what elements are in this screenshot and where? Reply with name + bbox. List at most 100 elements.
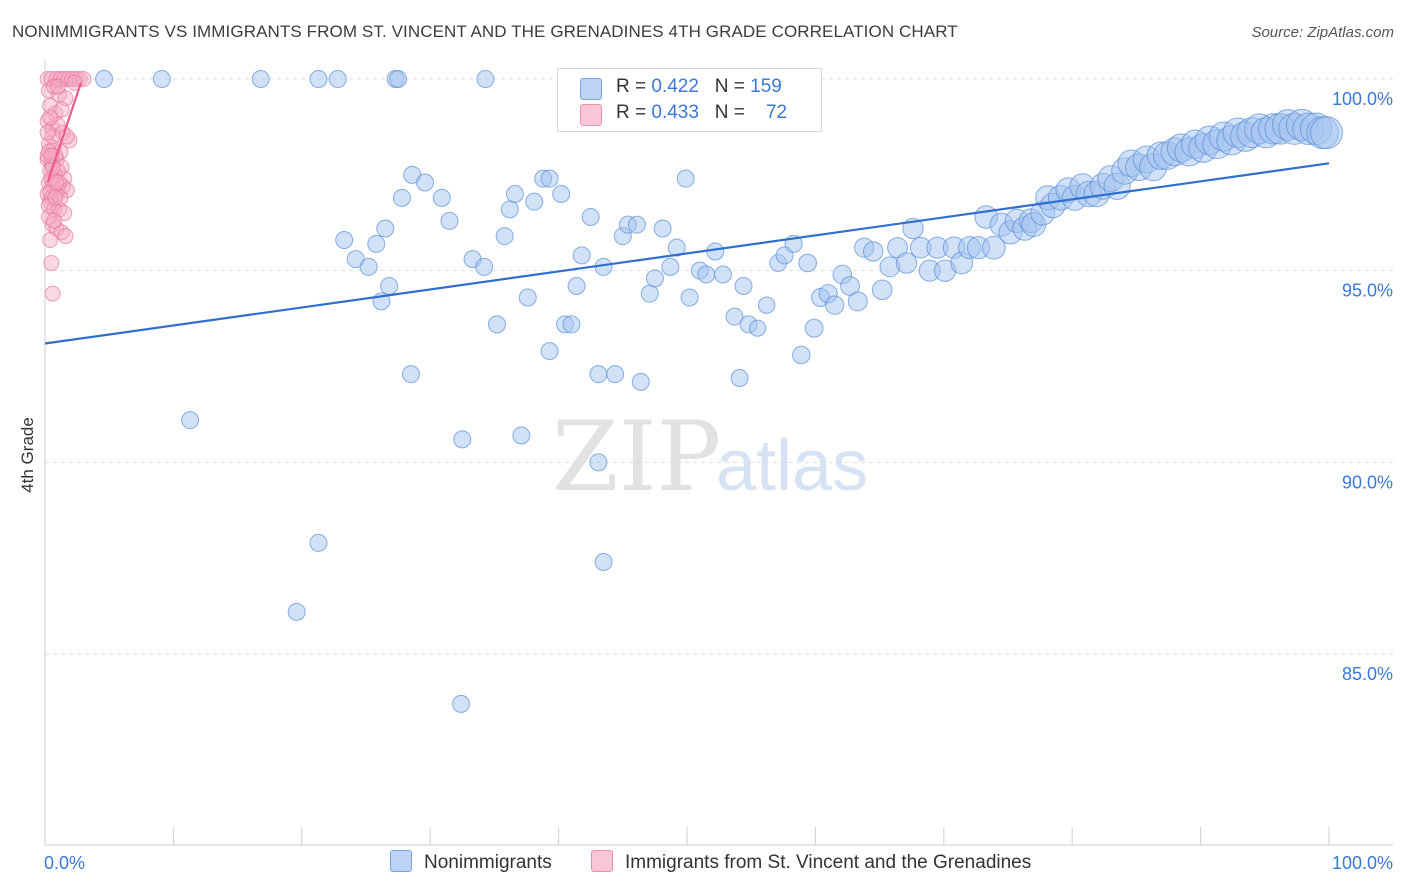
nonimmigrant-point bbox=[606, 365, 625, 384]
nonimmigrant-point bbox=[380, 277, 399, 295]
immigrant-point bbox=[45, 78, 62, 95]
trend-lines bbox=[44, 82, 1330, 345]
legend-swatch-blue bbox=[580, 78, 602, 100]
nonimmigrant-point bbox=[749, 319, 767, 337]
series-name: Immigrants from St. Vincent and the Gren… bbox=[625, 852, 1032, 873]
watermark-atlas: atlas bbox=[716, 426, 868, 506]
nonimmigrant-point bbox=[798, 253, 817, 273]
watermark-zip: ZIP bbox=[552, 401, 721, 513]
nonimmigrant-point bbox=[487, 315, 506, 334]
nonimmigrant-point bbox=[512, 426, 531, 445]
tick-labels: 100.0% 95.0% 90.0% 85.0% 0.0% 100.0% bbox=[44, 89, 1393, 873]
nonimmigrant-point bbox=[627, 215, 646, 234]
immigrant-point bbox=[57, 228, 74, 245]
nonimmigrant-point bbox=[725, 307, 744, 326]
immigrant-point bbox=[75, 71, 92, 87]
legend-swatch-pink bbox=[580, 104, 602, 126]
nonimmigrant-point bbox=[359, 257, 378, 276]
immigrant-point bbox=[42, 109, 59, 126]
axes bbox=[44, 60, 1393, 846]
nonimmigrant-point bbox=[475, 257, 494, 276]
nonimmigrant-point bbox=[452, 694, 471, 713]
chart-title: NONIMMIGRANTS VS IMMIGRANTS FROM ST. VIN… bbox=[12, 22, 958, 41]
immigrant-point bbox=[45, 212, 62, 229]
x-tick-label: 100.0% bbox=[1332, 853, 1393, 873]
n-label: N = bbox=[714, 76, 751, 97]
nonimmigrant-point bbox=[540, 342, 559, 361]
nonimmigrant-point bbox=[453, 430, 472, 449]
nonimmigrant-point bbox=[95, 70, 114, 88]
watermark: ZIP atlas bbox=[552, 401, 868, 513]
nonimmigrant-point bbox=[697, 265, 716, 284]
nonimmigrant-point bbox=[309, 70, 328, 88]
nonimmigrant-point bbox=[287, 602, 306, 621]
source-credit: Source: ZipAtlas.com bbox=[1251, 24, 1394, 41]
immigrants-points bbox=[39, 71, 92, 302]
nonimmigrant-point bbox=[680, 288, 699, 307]
nonimmigrant-point bbox=[476, 70, 495, 88]
immigrant-point bbox=[47, 189, 64, 206]
nonimmigrant-point bbox=[416, 173, 435, 192]
nonimmigrant-point bbox=[432, 188, 451, 207]
nonimmigrant-point bbox=[367, 234, 386, 253]
nonimmigrant-point bbox=[824, 295, 845, 315]
r-value: 0.422 bbox=[651, 76, 699, 97]
nonimmigrant-point bbox=[572, 246, 591, 265]
nonimmigrant-point bbox=[847, 291, 868, 312]
legend-text: R = 0.422 N = 159 bbox=[616, 76, 782, 98]
n-value: 72 bbox=[765, 102, 788, 123]
immigrant-point bbox=[52, 189, 69, 206]
series-legend-nonimmigrants: Nonimmigrants bbox=[390, 850, 552, 874]
nonimmigrant-point bbox=[152, 70, 171, 88]
nonimmigrant-point bbox=[661, 257, 680, 276]
legend-text: R = 0.433 N = 72 bbox=[616, 102, 787, 124]
nonimmigrant-point bbox=[757, 296, 776, 314]
y-tick-label: 90.0% bbox=[1342, 472, 1393, 492]
nonimmigrant-point bbox=[706, 242, 725, 261]
nonimmigrant-point bbox=[667, 238, 686, 257]
r-label: R = bbox=[616, 102, 652, 123]
nonimmigrant-point bbox=[589, 453, 608, 472]
y-axis-label: 4th Grade bbox=[18, 417, 37, 493]
nonimmigrant-point bbox=[392, 188, 411, 207]
y-tick-label: 100.0% bbox=[1332, 89, 1393, 109]
nonimmigrant-point bbox=[981, 235, 1006, 260]
nonimmigrants-points bbox=[95, 70, 1343, 713]
immigrant-point bbox=[43, 255, 60, 271]
immigrant-point bbox=[53, 101, 70, 118]
n-label: N = bbox=[714, 102, 751, 123]
r-value: 0.433 bbox=[651, 102, 699, 123]
immigrant-point bbox=[44, 285, 61, 302]
correlation-legend: R = 0.422 N = 159 R = 0.433 N = 72 bbox=[557, 68, 822, 132]
immigrant-point bbox=[48, 174, 65, 191]
nonimmigrant-point bbox=[495, 227, 514, 246]
nonimmigrant-point bbox=[734, 277, 753, 295]
legend-swatch-pink bbox=[591, 850, 613, 872]
nonimmigrant-point bbox=[181, 411, 200, 430]
nonimmigrant-point bbox=[540, 169, 559, 188]
y-tick-label: 85.0% bbox=[1342, 664, 1393, 684]
nonimmigrant-point bbox=[562, 315, 581, 334]
series-legend-immigrants: Immigrants from St. Vincent and the Gren… bbox=[591, 850, 1031, 874]
nonimmigrant-point bbox=[631, 372, 650, 391]
immigrant-point bbox=[66, 74, 83, 91]
nonimmigrant-point bbox=[440, 211, 459, 230]
nonimmigrant-point bbox=[401, 365, 420, 384]
nonimmigrant-point bbox=[640, 284, 659, 303]
y-tick-label: 95.0% bbox=[1342, 281, 1393, 301]
nonimmigrant-point bbox=[335, 231, 354, 249]
nonimmigrant-point bbox=[730, 369, 749, 387]
nonimmigrant-point bbox=[552, 185, 571, 203]
nonimmigrant-point bbox=[653, 219, 672, 238]
nonimmigrant-point bbox=[645, 269, 664, 288]
x-tick-label: 0.0% bbox=[44, 853, 85, 873]
nonimmigrant-point bbox=[871, 279, 893, 301]
nonimmigrant-point bbox=[594, 553, 613, 571]
nonimmigrant-point bbox=[567, 277, 586, 295]
nonimmigrant-point bbox=[328, 70, 347, 88]
nonimmigrant-point bbox=[505, 185, 524, 203]
legend-swatch-blue bbox=[390, 850, 412, 872]
nonimmigrant-point bbox=[518, 288, 537, 307]
nonimmigrant-point bbox=[713, 265, 732, 284]
